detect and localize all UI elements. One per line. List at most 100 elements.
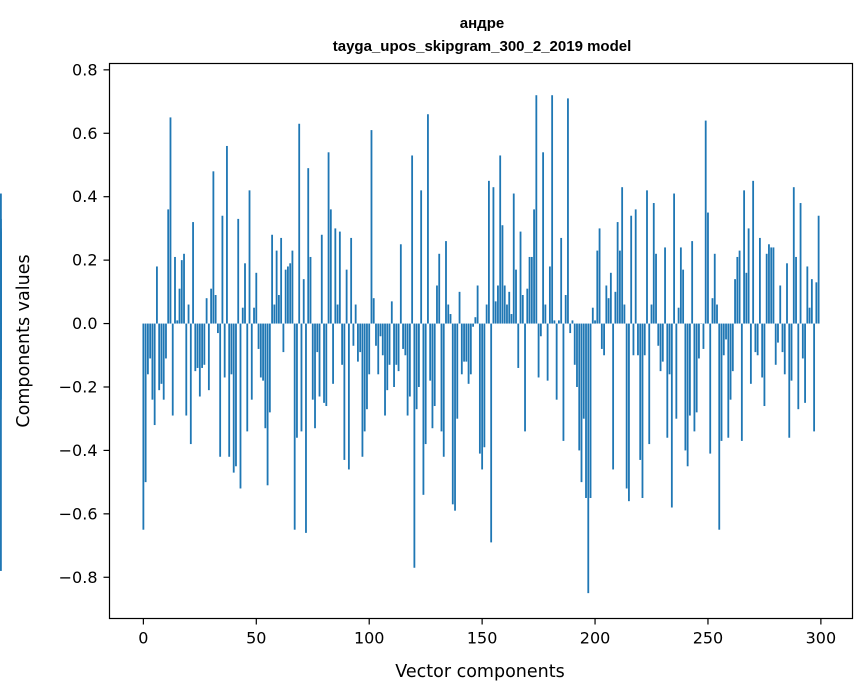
bar-251	[709, 323, 712, 454]
y-tick-label: −0.4	[59, 441, 98, 460]
bar-121	[415, 323, 418, 410]
bar-227	[655, 253, 657, 324]
bar-179	[546, 323, 549, 381]
bar-96	[359, 323, 362, 353]
bar-218	[634, 209, 637, 324]
bar-285	[786, 263, 788, 324]
bar-99	[366, 323, 368, 410]
bar-87	[338, 231, 341, 324]
bar-146	[472, 323, 474, 327]
bar-206	[607, 298, 610, 324]
bar-210	[616, 222, 619, 324]
bar-172	[530, 256, 533, 324]
bar-20	[187, 304, 190, 324]
bar-272	[756, 323, 759, 356]
bar-1	[144, 323, 147, 483]
bar-169	[524, 323, 526, 432]
x-tick-label: 200	[580, 629, 611, 648]
bar-44	[241, 307, 244, 324]
bar-90	[345, 269, 348, 324]
bar-27	[203, 323, 206, 365]
bar-40	[232, 323, 235, 473]
x-tick-label: 300	[806, 629, 837, 648]
bar-52	[259, 323, 262, 378]
bar-148	[476, 285, 479, 324]
bar-229	[659, 323, 662, 372]
bar-49	[253, 307, 255, 324]
bar-89	[343, 323, 346, 460]
bar-16	[178, 288, 181, 324]
bar-12	[169, 117, 172, 324]
bar-97	[361, 323, 364, 457]
bar-112	[395, 323, 398, 365]
bar-119	[411, 155, 414, 324]
bar-215	[628, 323, 630, 502]
bar-85	[334, 228, 337, 324]
bar-217	[632, 323, 635, 356]
bar-232	[666, 323, 669, 438]
bar-279	[772, 247, 775, 324]
bar-147	[474, 317, 477, 324]
bar-79	[320, 234, 323, 324]
bar-187	[564, 295, 567, 324]
bar-75	[311, 323, 314, 400]
bar-106	[381, 323, 384, 356]
bar-191	[573, 323, 576, 365]
bar-267	[745, 272, 748, 324]
bar-114	[399, 244, 402, 324]
bar-undefined	[0, 285, 2, 324]
bar-88	[341, 323, 344, 365]
bar-243	[691, 241, 694, 324]
bar-193	[578, 323, 581, 451]
bar-undefined	[0, 323, 2, 391]
bar-258	[725, 323, 727, 340]
bar-268	[747, 228, 750, 324]
bar-71	[302, 279, 305, 324]
bar-201	[596, 250, 599, 324]
bar-156	[494, 301, 497, 324]
bar-113	[397, 323, 400, 372]
bar-263	[736, 256, 739, 324]
bar-261	[731, 323, 734, 372]
bar-8	[160, 323, 163, 384]
bar-292	[801, 323, 804, 359]
bar-269	[749, 323, 752, 384]
bar-34	[219, 323, 222, 457]
bar-65	[289, 263, 292, 324]
bar-126	[427, 114, 429, 324]
bar-203	[600, 323, 603, 349]
bar-23	[194, 323, 197, 372]
bar-262	[734, 279, 736, 324]
bar-19	[185, 323, 188, 416]
bar-235	[673, 193, 675, 324]
bar-223	[646, 190, 648, 324]
bar-132	[440, 323, 443, 432]
bar-2	[146, 323, 149, 375]
bar-208	[612, 323, 615, 470]
bar-41	[235, 323, 237, 467]
y-tick-label: 0.4	[72, 187, 97, 206]
bar-81	[325, 323, 328, 407]
bar-3	[149, 323, 152, 359]
bar-211	[618, 250, 621, 324]
bar-177	[542, 152, 545, 324]
bar-0	[142, 323, 145, 530]
bar-265	[740, 323, 743, 441]
bar-21	[189, 323, 192, 445]
bar-295	[808, 307, 811, 324]
bar-255	[718, 323, 721, 530]
bar-undefined	[0, 193, 2, 324]
bar-4	[151, 323, 154, 400]
y-tick-label: 0.2	[72, 251, 97, 270]
bar-108	[386, 323, 389, 391]
bar-166	[517, 323, 520, 368]
bar-233	[668, 323, 671, 375]
y-tick-label: −0.6	[59, 504, 98, 523]
y-tick-label: 0.6	[72, 124, 97, 143]
bar-127	[429, 323, 432, 381]
bar-167	[519, 231, 522, 324]
bars-layer	[0, 95, 820, 594]
bar-59	[275, 250, 278, 324]
